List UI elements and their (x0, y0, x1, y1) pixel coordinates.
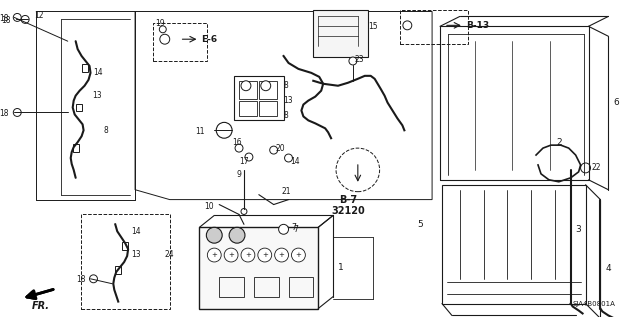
Text: 2: 2 (557, 138, 563, 147)
Circle shape (278, 224, 289, 234)
Text: 18: 18 (76, 275, 86, 284)
Text: 13: 13 (93, 91, 102, 100)
Bar (82, 64, 88, 72)
Text: 32120: 32120 (331, 206, 365, 217)
Text: B-7: B-7 (339, 195, 357, 204)
Bar (153, 23, 207, 61)
Circle shape (275, 248, 289, 262)
Text: 20: 20 (276, 144, 285, 152)
Circle shape (349, 57, 357, 65)
Bar (234, 76, 284, 120)
Text: +: + (245, 252, 251, 258)
Circle shape (285, 154, 292, 162)
Text: 1: 1 (338, 263, 344, 272)
Circle shape (159, 26, 166, 33)
Text: +: + (262, 252, 268, 258)
Text: SJA4B0801A: SJA4B0801A (572, 300, 615, 307)
Circle shape (291, 248, 305, 262)
Text: 24: 24 (164, 249, 174, 259)
Bar (73, 144, 79, 152)
Circle shape (280, 226, 291, 236)
Circle shape (235, 144, 243, 152)
Text: 19: 19 (155, 19, 164, 28)
Bar (115, 266, 121, 274)
Text: 14: 14 (93, 68, 103, 78)
Text: B-13: B-13 (466, 21, 489, 30)
Bar (220, 277, 244, 297)
Text: FR.: FR. (32, 300, 50, 310)
Text: +: + (211, 252, 217, 258)
Circle shape (21, 15, 29, 23)
Text: 7: 7 (294, 225, 298, 234)
Bar (254, 277, 278, 297)
Bar (442, 185, 586, 304)
Text: 8: 8 (284, 81, 289, 90)
Text: +: + (228, 252, 234, 258)
Circle shape (241, 248, 255, 262)
Text: 17: 17 (239, 158, 249, 167)
Text: 8: 8 (104, 126, 108, 135)
Text: +: + (278, 252, 285, 258)
Circle shape (13, 13, 21, 21)
Bar (239, 100, 257, 116)
Text: 16: 16 (232, 138, 242, 147)
Text: 6: 6 (613, 98, 619, 107)
Circle shape (160, 34, 170, 44)
Text: 18: 18 (0, 14, 8, 23)
Text: 15: 15 (368, 22, 378, 31)
Text: 8: 8 (284, 111, 289, 120)
Circle shape (403, 21, 412, 30)
Circle shape (206, 227, 222, 243)
Text: E-6: E-6 (202, 35, 218, 44)
Text: 13: 13 (284, 96, 293, 105)
Circle shape (216, 122, 232, 138)
Text: +: + (296, 252, 301, 258)
Circle shape (261, 81, 271, 91)
Circle shape (229, 227, 245, 243)
Circle shape (224, 248, 238, 262)
Text: 22: 22 (591, 163, 601, 172)
Text: 13: 13 (131, 249, 141, 259)
Circle shape (241, 81, 251, 91)
Text: 14: 14 (291, 158, 300, 167)
Bar (81, 214, 170, 308)
Text: 12: 12 (34, 11, 44, 20)
Text: 23: 23 (355, 55, 365, 63)
Text: 3: 3 (575, 225, 581, 234)
FancyArrowPatch shape (27, 289, 53, 299)
Bar (122, 242, 128, 250)
Circle shape (13, 108, 21, 116)
Bar (313, 10, 368, 57)
Bar (76, 104, 82, 111)
Circle shape (336, 148, 380, 192)
Bar (200, 227, 318, 308)
Circle shape (207, 248, 221, 262)
Circle shape (269, 146, 278, 154)
Text: 7: 7 (291, 223, 296, 232)
Bar (259, 81, 276, 99)
Bar (239, 81, 257, 99)
Bar (289, 277, 313, 297)
Text: 21: 21 (282, 187, 291, 196)
Text: 9: 9 (236, 170, 241, 179)
Bar (401, 10, 468, 44)
Text: 14: 14 (131, 227, 141, 236)
Circle shape (90, 275, 97, 283)
Text: 18: 18 (0, 109, 8, 118)
Circle shape (241, 209, 247, 214)
Text: 18: 18 (1, 16, 10, 25)
Text: 5: 5 (417, 220, 423, 229)
Bar (259, 100, 276, 116)
Text: 11: 11 (195, 127, 204, 136)
Circle shape (245, 153, 253, 161)
Text: 4: 4 (605, 264, 611, 273)
Circle shape (258, 248, 272, 262)
Text: 10: 10 (205, 202, 214, 211)
Circle shape (580, 163, 591, 173)
